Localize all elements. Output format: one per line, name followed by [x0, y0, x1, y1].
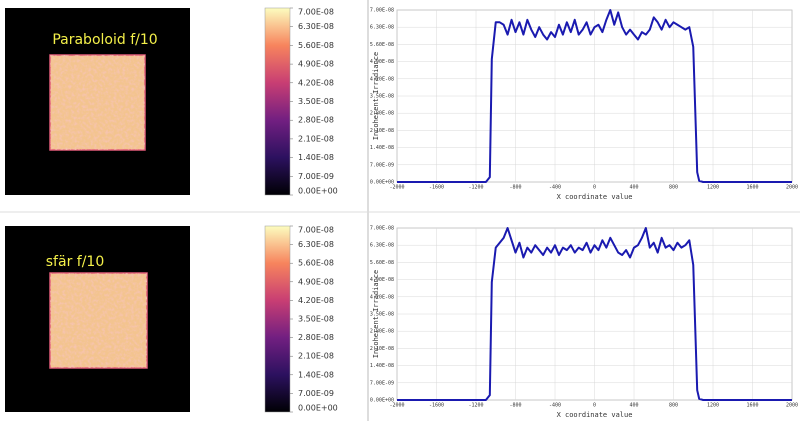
y-tick-label: 3.50E-08 [370, 312, 394, 318]
colorbar-tick-label: 4.20E-08 [298, 296, 334, 305]
image-label: Paraboloid f/10 [52, 32, 157, 48]
colorbar-tick-label: 1.40E-08 [298, 370, 334, 379]
x-tick-label: 0 [593, 185, 596, 191]
y-tick-label: 4.90E-08 [370, 277, 394, 283]
x-tick-label: 800 [669, 185, 678, 191]
x-tick-label: 800 [669, 403, 678, 409]
x-tick-label: 0 [593, 403, 596, 409]
colorbar-tick-label: 6.30E-08 [298, 22, 334, 31]
colorbar-tick-label: 1.40E-08 [298, 153, 334, 162]
irradiance-texture [50, 273, 147, 368]
colorbar-tick-label: 4.90E-08 [298, 277, 334, 286]
x-tick-label: 400 [629, 403, 638, 409]
x-tick-label: -400 [549, 403, 561, 409]
image-panel: sfär f/10 [5, 225, 291, 413]
y-tick-label: 2.80E-08 [370, 329, 394, 335]
colorbar-tick-label: 2.10E-08 [298, 352, 334, 361]
y-tick-label: 5.60E-08 [370, 260, 394, 266]
colorbar-tick-label: 4.20E-08 [298, 78, 334, 87]
y-tick-label: 0.00E+00 [370, 398, 394, 404]
y-tick-label: 7.00E-09 [370, 162, 394, 168]
x-tick-label: -2000 [389, 185, 404, 191]
x-tick-label: -1600 [429, 185, 444, 191]
x-tick-label: 2000 [786, 185, 798, 191]
x-tick-label: -1200 [468, 185, 483, 191]
y-axis-label: Incoherent Irradiance [372, 270, 380, 359]
x-tick-label: 1200 [707, 185, 719, 191]
x-tick-label: 1600 [746, 185, 758, 191]
colorbar-tick-label: 5.60E-08 [298, 259, 334, 268]
colorbar-tick-label: 5.60E-08 [298, 41, 334, 50]
colorbar-tick-label: 7.00E-09 [298, 389, 334, 398]
colorbar-tick-label: 0.00E+00 [298, 404, 338, 413]
x-tick-label: -800 [509, 185, 521, 191]
image-panel: Paraboloid f/10 [5, 7, 291, 196]
y-tick-label: 4.20E-08 [370, 76, 394, 82]
y-tick-label: 7.00E-08 [370, 8, 394, 14]
y-tick-label: 2.80E-08 [370, 111, 394, 117]
colorbar-tick-label: 3.50E-08 [298, 97, 334, 106]
y-tick-label: 2.10E-08 [370, 346, 394, 352]
x-axis-label: X coordinate value [557, 193, 633, 201]
y-tick-label: 1.40E-08 [370, 145, 394, 151]
y-tick-label: 0.00E+00 [370, 180, 394, 186]
colorbar-tick-label: 2.80E-08 [298, 333, 334, 342]
line-series [397, 9, 792, 183]
colorbar-tick-label: 3.50E-08 [298, 315, 334, 324]
colorbar-tick-label: 2.80E-08 [298, 116, 334, 125]
x-tick-label: -2000 [389, 403, 404, 409]
x-tick-label: 2000 [786, 403, 798, 409]
colorbar-tick-label: 7.00E-08 [298, 8, 334, 17]
x-tick-label: 1200 [707, 403, 719, 409]
x-tick-label: -1200 [468, 403, 483, 409]
image-label: sfär f/10 [46, 254, 104, 270]
y-tick-label: 4.20E-08 [370, 294, 394, 300]
y-tick-label: 6.30E-08 [370, 243, 394, 249]
line-series [397, 227, 792, 401]
y-tick-label: 7.00E-09 [370, 380, 394, 386]
x-tick-label: -400 [549, 185, 561, 191]
y-tick-label: 5.60E-08 [370, 42, 394, 48]
x-tick-label: -1600 [429, 403, 444, 409]
x-tick-label: 1600 [746, 403, 758, 409]
x-tick-label: -800 [509, 403, 521, 409]
y-tick-label: 2.10E-08 [370, 128, 394, 134]
colorbar-tick-label: 7.00E-08 [298, 226, 334, 235]
y-tick-label: 3.50E-08 [370, 94, 394, 100]
x-axis-label: X coordinate value [557, 411, 633, 419]
colorbar-tick-label: 4.90E-08 [298, 60, 334, 69]
y-tick-label: 1.40E-08 [370, 363, 394, 369]
colorbar-tick-label: 7.00E-09 [298, 172, 334, 181]
y-tick-label: 4.90E-08 [370, 59, 394, 65]
x-tick-label: 400 [629, 185, 638, 191]
y-axis-label: Incoherent Irradiance [372, 52, 380, 141]
colorbar-tick-label: 2.10E-08 [298, 134, 334, 143]
irradiance-texture [50, 55, 145, 150]
colorbar [264, 225, 291, 413]
colorbar-tick-label: 6.30E-08 [298, 240, 334, 249]
y-tick-label: 7.00E-08 [370, 226, 394, 232]
colorbar [264, 7, 291, 196]
colorbar-tick-label: 0.00E+00 [298, 187, 338, 196]
y-tick-label: 6.30E-08 [370, 25, 394, 31]
